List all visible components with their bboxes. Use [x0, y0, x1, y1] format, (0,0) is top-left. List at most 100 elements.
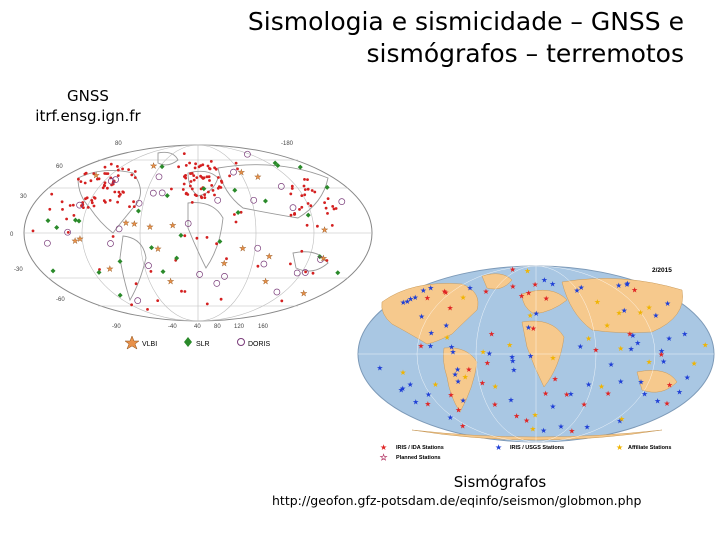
- gps-station-marker: [205, 302, 209, 306]
- slr-station-marker: [45, 218, 51, 224]
- vlbi-station-marker: ★: [150, 162, 157, 171]
- seismic-station-marker: ★: [552, 375, 559, 384]
- gps-station-marker: [199, 174, 203, 178]
- seismic-station-marker: ★: [627, 330, 634, 339]
- seismic-station-marker: ★: [550, 354, 557, 363]
- gps-station-marker: [209, 160, 213, 163]
- vlbi-station-marker: ★: [146, 223, 153, 232]
- slr-station-marker: [335, 270, 341, 276]
- gps-station-marker: [200, 196, 204, 200]
- gps-station-marker: [201, 163, 205, 167]
- seismic-station-marker: ★: [442, 288, 449, 297]
- gps-station-marker: [103, 165, 107, 169]
- gps-station-marker: [189, 180, 193, 183]
- seismic-station-marker: ★: [664, 299, 671, 308]
- doris-station-marker: [135, 199, 143, 207]
- seismic-station-marker: ★: [631, 285, 638, 294]
- gps-station-marker: [77, 177, 80, 181]
- gps-station-marker: [84, 197, 87, 201]
- gps-station-marker: [311, 271, 315, 275]
- vlbi-station-marker: ★: [106, 264, 113, 273]
- slr-station-marker: [149, 245, 155, 251]
- gps-station-marker: [182, 182, 186, 186]
- gps-station-marker: [300, 205, 304, 209]
- vlbi-station-marker: ★: [266, 252, 273, 261]
- seismic-station-marker: ★: [480, 348, 487, 357]
- gps-station-marker: [116, 200, 119, 204]
- seismic-station-marker: ★: [608, 360, 615, 369]
- seismic-station-marker: ★: [574, 286, 581, 295]
- seismic-station-marker: ★: [447, 304, 454, 313]
- seismic-station-marker: ★: [702, 340, 709, 349]
- slr-station-marker: [235, 209, 241, 215]
- vlbi-station-marker: ★: [238, 168, 245, 177]
- gnss-station-markers: ★★★★★★★★★★★★★★★★★★★★: [31, 150, 346, 311]
- seismic-station-marker: ★: [624, 280, 631, 289]
- gps-station-marker: [233, 213, 236, 216]
- seismic-station-marker: ★: [432, 380, 439, 389]
- gps-station-marker: [325, 259, 329, 262]
- seismic-station-marker: ★: [420, 286, 427, 295]
- gps-station-marker: [180, 289, 183, 293]
- gps-station-marker: [102, 183, 106, 187]
- gnss-continents: [77, 151, 329, 302]
- gps-station-marker: [290, 184, 294, 188]
- gps-station-marker: [324, 206, 328, 210]
- seismic-station-marker: ★: [454, 365, 461, 374]
- seismic-station-marker: ★: [460, 293, 467, 302]
- doris-station-marker: [158, 189, 166, 197]
- seismic-station-marker: ★: [455, 406, 462, 415]
- seismic-station-marker: ★: [530, 425, 537, 434]
- seismic-station-marker: ★: [691, 359, 698, 368]
- lat-tick-m60: -60: [56, 297, 65, 303]
- lat-tick-60: 60: [56, 164, 63, 170]
- seismic-station-marker: ★: [400, 368, 407, 377]
- seismic-station-marker: ★: [533, 309, 540, 318]
- gps-station-marker: [206, 164, 210, 168]
- lat-tick-30: 30: [20, 194, 27, 200]
- gnss-axis-labels: 80 -180 60 30 0 -30 -60 -90 -40 40 80 12…: [10, 141, 294, 330]
- vlbi-station-marker: ★: [169, 221, 176, 230]
- doris-station-marker: [273, 288, 281, 296]
- gps-station-marker: [201, 177, 205, 180]
- seismic-station-marker: ★: [543, 294, 550, 303]
- doris-station-marker: [221, 273, 228, 280]
- gps-station-marker: [182, 152, 186, 155]
- gnss-top-tick-2: -180: [281, 141, 294, 147]
- gps-station-marker: [48, 207, 52, 211]
- gnss-label-title: GNSS: [67, 87, 109, 105]
- seismic-station-marker: ★: [666, 381, 673, 390]
- gps-station-marker: [133, 170, 137, 173]
- gps-station-marker: [60, 200, 64, 204]
- seismic-station-marker: ★: [509, 357, 516, 366]
- gps-station-marker: [109, 162, 113, 166]
- vlbi-station-marker: ★: [76, 234, 83, 243]
- gps-station-marker: [215, 242, 219, 246]
- vlbi-station-marker: ★: [72, 237, 79, 246]
- seismic-station-marker: ★: [479, 379, 486, 388]
- slr-station-marker: [50, 268, 56, 274]
- gps-station-marker: [132, 200, 135, 204]
- slide-title: Sismologia e sismicidade – GNSS e sismóg…: [124, 6, 684, 70]
- gps-station-marker: [170, 187, 173, 191]
- legend-planned: Planned Stations: [396, 455, 441, 461]
- legend-slr: SLR: [196, 341, 210, 348]
- seismic-station-marker: ★: [513, 412, 520, 421]
- doris-station-marker: [214, 196, 222, 204]
- gps-station-marker: [127, 168, 130, 171]
- vlbi-station-marker: ★: [321, 226, 328, 235]
- seismic-station-marker: ★: [660, 357, 667, 366]
- seismic-station-marker: ★: [530, 324, 537, 333]
- gps-station-marker: [61, 208, 64, 211]
- gnss-map-graticule: [24, 144, 372, 322]
- doris-station-marker: [293, 269, 301, 277]
- gps-station-marker: [133, 176, 137, 179]
- bottom-label-3: 40: [194, 324, 201, 330]
- seismic-station-marker: ★: [518, 291, 525, 300]
- seismic-station-marker: ★: [524, 266, 531, 275]
- gps-station-marker: [101, 186, 105, 190]
- bottom-label-6: 160: [258, 324, 269, 330]
- vlbi-station-marker: ★: [167, 277, 174, 286]
- gps-station-marker: [146, 308, 149, 311]
- gps-station-marker: [92, 196, 96, 199]
